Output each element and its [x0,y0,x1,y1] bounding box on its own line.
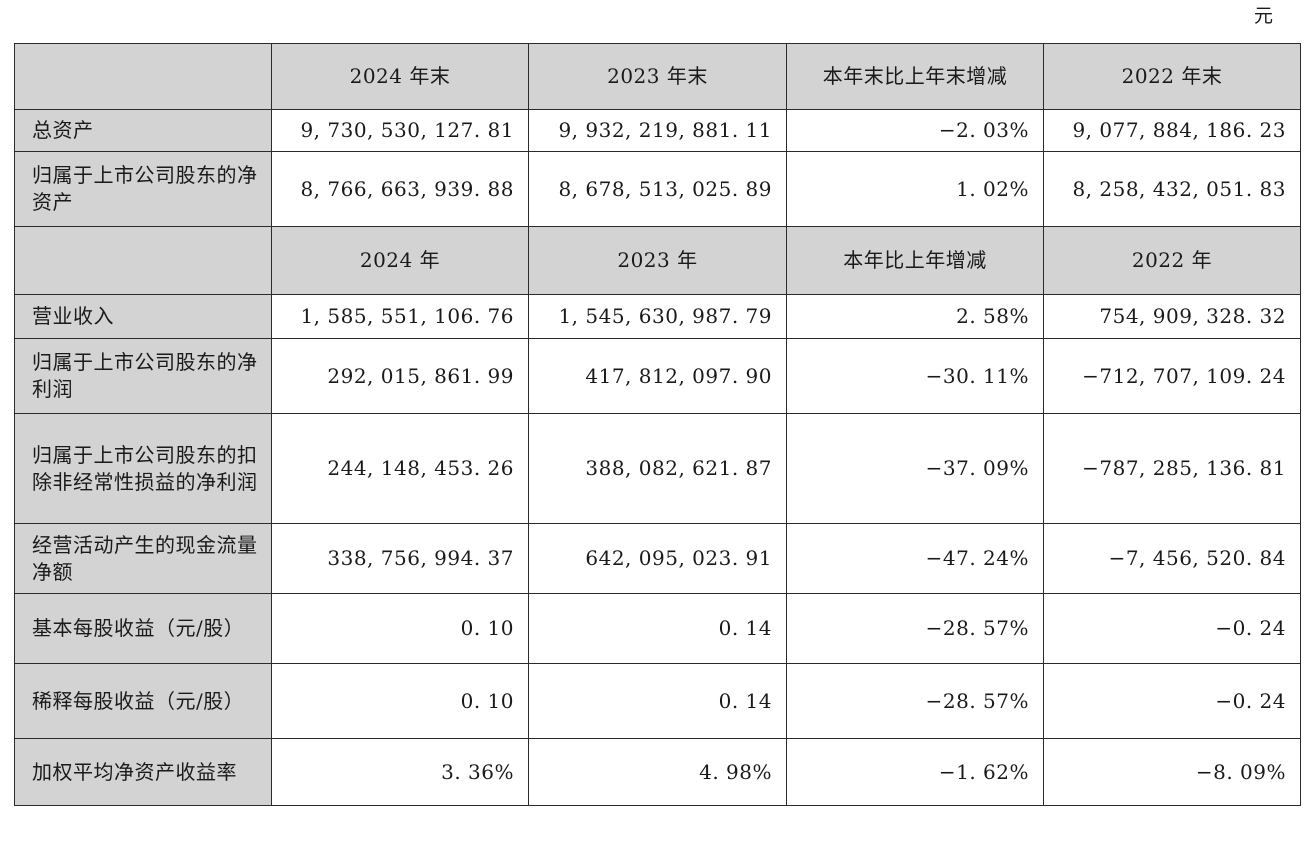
value-cell: −47. 24% [786,523,1044,594]
row-label: 基本每股收益（元/股） [14,593,272,664]
value-cell: −0. 24 [1043,663,1301,739]
table-row: 加权平均净资产收益率 3. 36% 4. 98% −1. 62% −8. 09% [14,738,1301,806]
value-cell: 9, 730, 530, 127. 81 [271,109,529,152]
value-cell: 1, 545, 630, 987. 79 [528,294,787,339]
table-row: 基本每股收益（元/股） 0. 10 0. 14 −28. 57% −0. 24 [14,593,1301,664]
value-cell: 1, 585, 551, 106. 76 [271,294,529,339]
value-cell: −787, 285, 136. 81 [1043,413,1301,524]
value-cell: −30. 11% [786,338,1044,414]
row-label: 归属于上市公司股东的扣除非经常性损益的净利润 [14,413,272,524]
table-row: 营业收入 1, 585, 551, 106. 76 1, 545, 630, 9… [14,294,1301,339]
header-corner-cell [14,43,272,110]
value-cell: 8, 258, 432, 051. 83 [1043,151,1301,227]
row-label: 归属于上市公司股东的净利润 [14,338,272,414]
table-row: 归属于上市公司股东的扣除非经常性损益的净利润 244, 148, 453. 26… [14,413,1301,524]
value-cell: 9, 932, 219, 881. 11 [528,109,787,152]
value-cell: 8, 678, 513, 025. 89 [528,151,787,227]
header-cell: 2024 年 [271,226,529,295]
table-row: 稀释每股收益（元/股） 0. 10 0. 14 −28. 57% −0. 24 [14,663,1301,739]
table-header-row: 2024 年末 2023 年末 本年末比上年末增减 2022 年末 [14,43,1301,110]
row-label: 经营活动产生的现金流量净额 [14,523,272,594]
value-cell: 8, 766, 663, 939. 88 [271,151,529,227]
value-cell: −28. 57% [786,663,1044,739]
value-cell: 244, 148, 453. 26 [271,413,529,524]
value-cell: 292, 015, 861. 99 [271,338,529,414]
currency-unit: 元 [1254,5,1274,27]
header-cell: 2023 年 [528,226,787,295]
value-cell: 417, 812, 097. 90 [528,338,787,414]
value-cell: 754, 909, 328. 32 [1043,294,1301,339]
header-corner-cell [14,226,272,295]
value-cell: 3. 36% [271,738,529,806]
table-row: 归属于上市公司股东的净资产 8, 766, 663, 939. 88 8, 67… [14,151,1301,227]
row-label: 归属于上市公司股东的净资产 [14,151,272,227]
value-cell: 642, 095, 023. 91 [528,523,787,594]
row-label: 加权平均净资产收益率 [14,738,272,806]
table-row: 经营活动产生的现金流量净额 338, 756, 994. 37 642, 095… [14,523,1301,594]
table-row: 总资产 9, 730, 530, 127. 81 9, 932, 219, 88… [14,109,1301,152]
header-cell: 本年比上年增减 [786,226,1044,295]
row-label: 营业收入 [14,294,272,339]
header-cell: 2022 年末 [1043,43,1301,110]
value-cell: 9, 077, 884, 186. 23 [1043,109,1301,152]
value-cell: 1. 02% [786,151,1044,227]
value-cell: 0. 14 [528,663,787,739]
header-cell: 2024 年末 [271,43,529,110]
header-cell: 2022 年 [1043,226,1301,295]
value-cell: −8. 09% [1043,738,1301,806]
value-cell: 338, 756, 994. 37 [271,523,529,594]
value-cell: −1. 62% [786,738,1044,806]
value-cell: −7, 456, 520. 84 [1043,523,1301,594]
financial-summary-table: 2024 年末 2023 年末 本年末比上年末增减 2022 年末 总资产 9,… [14,43,1301,806]
value-cell: 2. 58% [786,294,1044,339]
value-cell: 4. 98% [528,738,787,806]
value-cell: 0. 10 [271,593,529,664]
row-label: 稀释每股收益（元/股） [14,663,272,739]
value-cell: 0. 10 [271,663,529,739]
value-cell: −37. 09% [786,413,1044,524]
value-cell: −712, 707, 109. 24 [1043,338,1301,414]
value-cell: −28. 57% [786,593,1044,664]
table-header-row: 2024 年 2023 年 本年比上年增减 2022 年 [14,226,1301,295]
value-cell: 0. 14 [528,593,787,664]
value-cell: 388, 082, 621. 87 [528,413,787,524]
header-cell: 2023 年末 [528,43,787,110]
table-row: 归属于上市公司股东的净利润 292, 015, 861. 99 417, 812… [14,338,1301,414]
row-label: 总资产 [14,109,272,152]
header-cell: 本年末比上年末增减 [786,43,1044,110]
value-cell: −0. 24 [1043,593,1301,664]
value-cell: −2. 03% [786,109,1044,152]
